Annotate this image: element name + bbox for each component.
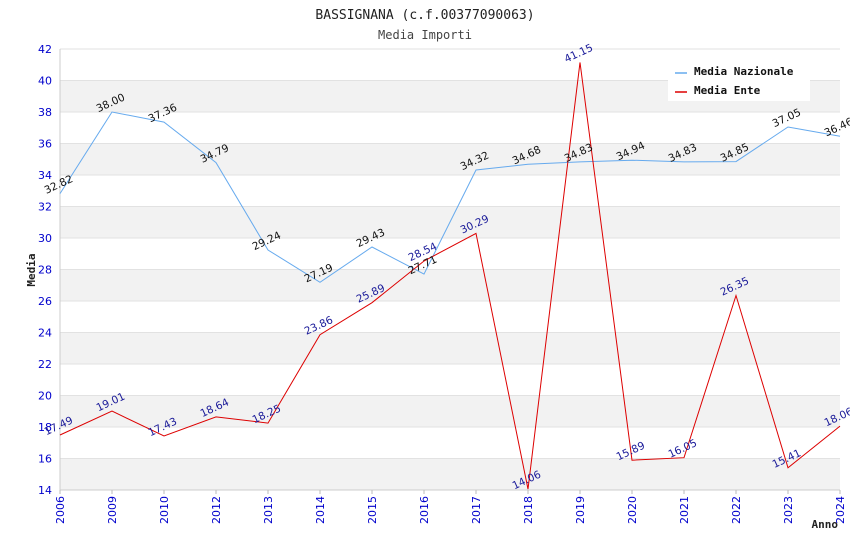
chart-title: BASSIGNANA (c.f.00377090063): [315, 8, 534, 23]
plot-band: [60, 175, 840, 207]
x-tick-label: 2016: [418, 496, 431, 524]
y-tick-label: 24: [38, 327, 52, 340]
plot-band: [60, 301, 840, 333]
y-tick-label: 28: [38, 264, 52, 277]
x-tick-label: 2018: [522, 496, 535, 524]
plot-background-bands: [60, 49, 840, 490]
y-tick-label: 32: [38, 201, 52, 214]
legend-label-media-ente: Media Ente: [694, 84, 761, 97]
x-tick-label: 2024: [834, 496, 847, 524]
y-axis-title: Media: [25, 253, 38, 286]
y-tick-label: 40: [38, 75, 52, 88]
x-tick-label: 2015: [366, 496, 379, 524]
plot-band: [60, 112, 840, 144]
plot-band: [60, 364, 840, 396]
y-tick-label: 38: [38, 106, 52, 119]
y-tick-label: 22: [38, 358, 52, 371]
legend-box: [668, 59, 810, 101]
plot-band: [60, 332, 840, 364]
x-axis-ticks: 2006 2009 2010 2012 2013 2014 2015 2016 2017 2018…: [54, 490, 847, 524]
y-tick-label: 42: [38, 43, 52, 56]
x-axis-title: Anno: [812, 518, 839, 531]
y-axis-ticks: 14 16 18 20 22 24 26 28 30 32 34 36 38 40 42: [38, 43, 52, 497]
plot-band: [60, 458, 840, 490]
plot-band: [60, 238, 840, 270]
chart-subtitle: Media Importi: [378, 28, 472, 42]
series-lines: [59, 62, 841, 490]
y-tick-label: 34: [38, 169, 52, 182]
x-tick-label: 2020: [626, 496, 639, 524]
y-tick-label: 14: [38, 484, 52, 497]
legend: Media Nazionale Media Ente: [668, 59, 810, 101]
plot-band: [60, 427, 840, 459]
x-tick-label: 2021: [678, 496, 691, 524]
series-line-media-ente: [59, 62, 841, 490]
x-tick-label: 2014: [314, 496, 327, 524]
plot-band: [60, 395, 840, 427]
y-tick-label: 26: [38, 295, 52, 308]
x-tick-label: 2023: [782, 496, 795, 524]
plot-band: [60, 269, 840, 301]
y-tick-label: 16: [38, 453, 52, 466]
x-tick-label: 2022: [730, 496, 743, 524]
y-tick-label: 20: [38, 390, 52, 403]
x-tick-label: 2013: [262, 496, 275, 524]
plot-band: [60, 143, 840, 175]
x-tick-label: 2009: [106, 496, 119, 524]
y-tick-label: 36: [38, 138, 52, 151]
legend-label-media-nazionale: Media Nazionale: [694, 65, 794, 78]
x-tick-label: 2019: [574, 496, 587, 524]
x-tick-label: 2010: [158, 496, 171, 524]
x-tick-label: 2017: [470, 496, 483, 524]
y-tick-label: 30: [38, 232, 52, 245]
x-tick-label: 2012: [210, 496, 223, 524]
x-tick-label: 2006: [54, 496, 67, 524]
y-tick-label: 18: [38, 421, 52, 434]
gridlines: [60, 48, 840, 491]
series-line-media-nazionale: [59, 111, 841, 283]
